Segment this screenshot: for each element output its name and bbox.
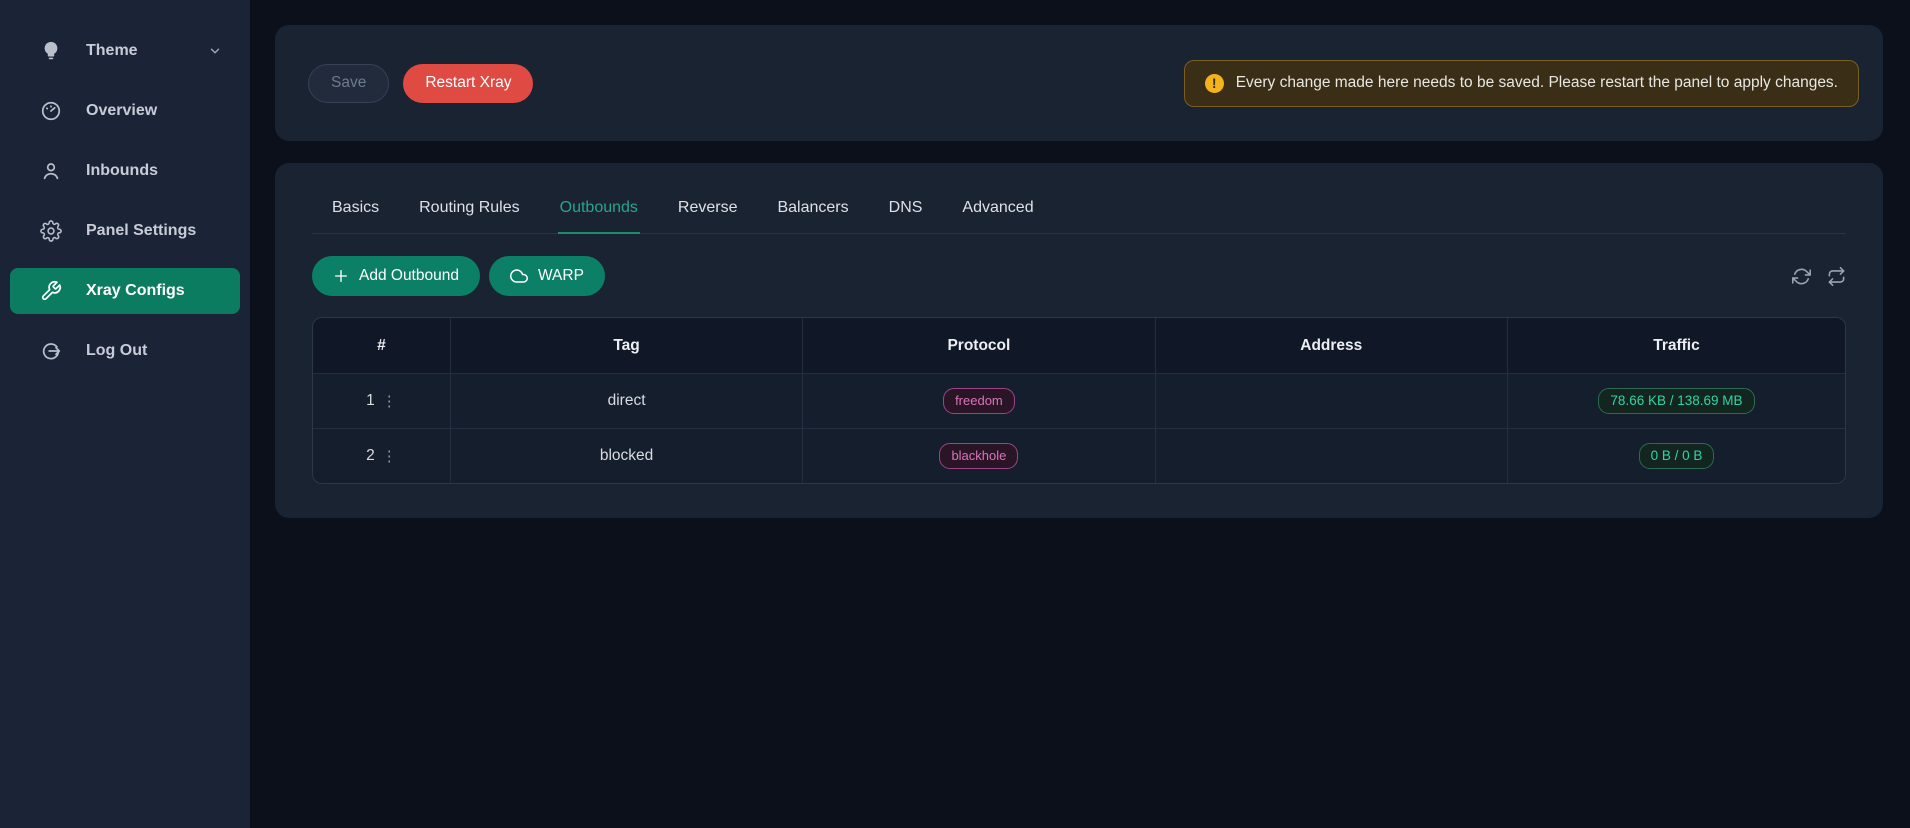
tag-cell: direct: [450, 373, 804, 428]
tab-basics[interactable]: Basics: [332, 199, 380, 216]
address-cell: [1155, 373, 1508, 428]
sidebar-item-logout[interactable]: Log Out: [10, 328, 240, 374]
tab-dns[interactable]: DNS: [888, 199, 923, 216]
tab-routing-rules[interactable]: Routing Rules: [419, 199, 520, 216]
table-row: 1 ⋮ direct freedom 78.66 KB / 138.69 MB: [313, 373, 1845, 428]
sidebar-item-inbounds[interactable]: Inbounds: [10, 148, 240, 194]
main-content: Save Restart Xray ! Every change made he…: [250, 0, 1910, 828]
row-menu-icon[interactable]: ⋮: [381, 392, 397, 410]
sidebar-item-label: Xray Configs: [86, 282, 185, 299]
actions-row: Add Outbound WARP: [312, 256, 1846, 296]
tab-outbounds[interactable]: Outbounds: [557, 189, 640, 234]
table-header-row: # Tag Protocol Address Traffic: [313, 318, 1845, 373]
table-tools: [1792, 266, 1846, 286]
protocol-cell: blackhole: [803, 428, 1156, 483]
toolbar-card: Save Restart Xray ! Every change made he…: [275, 25, 1883, 141]
protocol-badge: freedom: [943, 388, 1015, 414]
col-header-address: Address: [1155, 318, 1508, 373]
warning-banner: ! Every change made here needs to be sav…: [1183, 59, 1859, 107]
row-index: 1: [366, 392, 375, 409]
refresh-icon[interactable]: [1792, 267, 1811, 286]
sidebar: Theme Overview Inbounds: [0, 0, 250, 828]
sidebar-item-theme[interactable]: Theme: [10, 28, 240, 74]
repeat-icon[interactable]: [1827, 266, 1846, 286]
sidebar-item-panel-settings[interactable]: Panel Settings: [10, 208, 240, 254]
sidebar-item-label: Theme: [86, 42, 138, 59]
traffic-cell: 0 B / 0 B: [1507, 428, 1845, 483]
protocol-cell: freedom: [803, 373, 1156, 428]
sidebar-item-label: Panel Settings: [86, 222, 197, 239]
tab-balancers[interactable]: Balancers: [777, 199, 849, 216]
sidebar-item-label: Log Out: [86, 342, 148, 359]
warp-label: WARP: [537, 267, 584, 284]
warning-text: Every change made here needs to be saved…: [1235, 74, 1838, 91]
warp-button[interactable]: WARP: [488, 256, 605, 296]
plus-icon: [333, 268, 349, 284]
xray-config-card: Basics Routing Rules Outbounds Reverse B…: [275, 163, 1883, 518]
address-cell: [1155, 428, 1508, 483]
add-outbound-label: Add Outbound: [359, 267, 459, 284]
user-icon: [40, 160, 62, 182]
tab-advanced[interactable]: Advanced: [962, 199, 1034, 216]
gear-icon: [40, 220, 62, 242]
add-outbound-button[interactable]: Add Outbound: [312, 256, 480, 296]
tag-cell: blocked: [450, 428, 804, 483]
col-header-traffic: Traffic: [1507, 318, 1845, 373]
protocol-badge: blackhole: [939, 443, 1019, 469]
col-header-tag: Tag: [450, 318, 804, 373]
sidebar-item-label: Overview: [86, 102, 158, 119]
bulb-icon: [40, 40, 62, 62]
save-button[interactable]: Save: [308, 63, 390, 103]
config-tabs: Basics Routing Rules Outbounds Reverse B…: [312, 163, 1846, 234]
restart-xray-button[interactable]: Restart Xray: [403, 63, 534, 103]
sidebar-item-label: Inbounds: [86, 162, 158, 179]
traffic-cell: 78.66 KB / 138.69 MB: [1507, 373, 1845, 428]
sidebar-item-overview[interactable]: Overview: [10, 88, 240, 134]
logout-icon: [40, 340, 62, 362]
exclamation-circle-icon: !: [1204, 73, 1224, 93]
col-header-protocol: Protocol: [803, 318, 1156, 373]
traffic-badge: 0 B / 0 B: [1638, 442, 1715, 470]
chevron-down-icon: [208, 44, 222, 58]
wrench-icon: [40, 280, 62, 302]
outbounds-table: # Tag Protocol Address Traffic 1 ⋮: [312, 317, 1846, 484]
row-index: 2: [366, 447, 375, 464]
tab-reverse[interactable]: Reverse: [677, 199, 738, 216]
sidebar-item-xray-configs[interactable]: Xray Configs: [10, 268, 240, 314]
col-header-index: #: [313, 318, 451, 373]
traffic-badge: 78.66 KB / 138.69 MB: [1598, 387, 1755, 415]
gauge-icon: [40, 100, 62, 122]
table-row: 2 ⋮ blocked blackhole 0 B / 0 B: [313, 428, 1845, 483]
cloud-icon: [509, 267, 528, 285]
row-menu-icon[interactable]: ⋮: [381, 447, 397, 465]
